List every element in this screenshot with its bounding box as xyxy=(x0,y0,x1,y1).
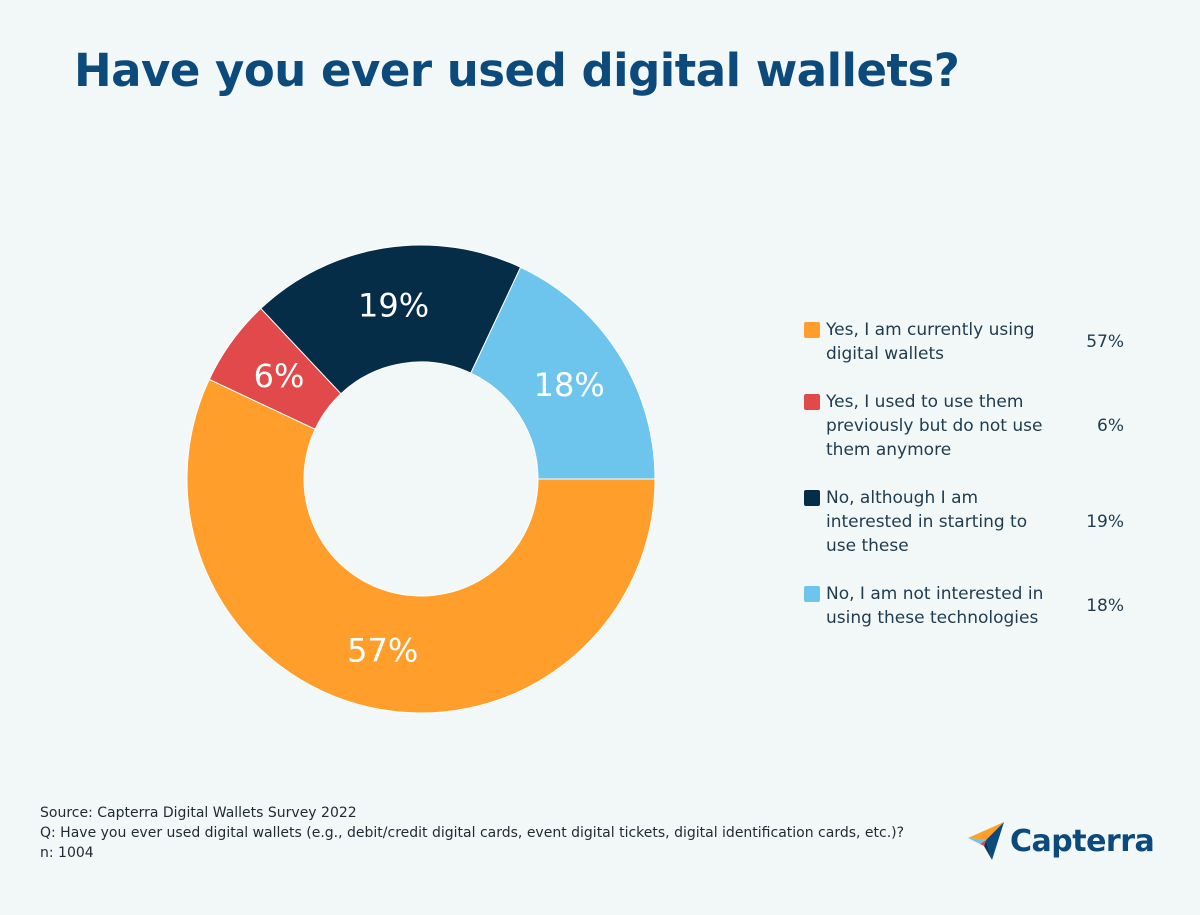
legend-label: Yes, I used to use them previously but do… xyxy=(826,392,1043,460)
legend-item: Yes, I used to use them previously but do… xyxy=(804,390,1124,462)
logo-text: Capterra xyxy=(1010,823,1155,859)
legend-item: Yes, I am currently using digital wallets… xyxy=(804,318,1124,366)
legend-label: No, I am not interested in using these te… xyxy=(826,584,1044,628)
legend: Yes, I am currently using digital wallets… xyxy=(804,318,1124,630)
question-text: Q: Have you ever used digital wallets (e… xyxy=(40,825,905,841)
chart-title: Have you ever used digital wallets? xyxy=(74,44,960,97)
legend-swatch xyxy=(804,394,820,410)
slice-label-1: 57% xyxy=(347,631,418,669)
source-text: Source: Capterra Digital Wallets Survey … xyxy=(40,805,357,821)
donut-slice-1 xyxy=(186,378,656,714)
slice-label-4: 18% xyxy=(534,366,605,404)
legend-value: 18% xyxy=(1086,596,1124,616)
legend-label: Yes, I am currently using digital wallets xyxy=(826,320,1035,364)
slice-label-3: 19% xyxy=(358,287,429,325)
footer: Source: Capterra Digital Wallets Survey … xyxy=(40,803,920,863)
legend-label: No, although I am interested in starting … xyxy=(826,488,1028,556)
sample-size-text: n: 1004 xyxy=(40,845,94,861)
legend-value: 6% xyxy=(1097,416,1124,436)
legend-swatch xyxy=(804,586,820,602)
donut-slice-3 xyxy=(260,244,522,395)
legend-swatch xyxy=(804,322,820,338)
capterra-logo[interactable]: Capterra xyxy=(966,820,1155,862)
legend-value: 19% xyxy=(1086,512,1124,532)
donut-slice-4 xyxy=(470,266,656,480)
slice-label-2: 6% xyxy=(254,357,305,395)
legend-swatch xyxy=(804,490,820,506)
legend-item: No, although I am interested in starting … xyxy=(804,486,1124,558)
legend-value: 57% xyxy=(1086,332,1124,352)
legend-item: No, I am not interested in using these te… xyxy=(804,582,1124,630)
capterra-arrow-icon xyxy=(968,822,1004,860)
